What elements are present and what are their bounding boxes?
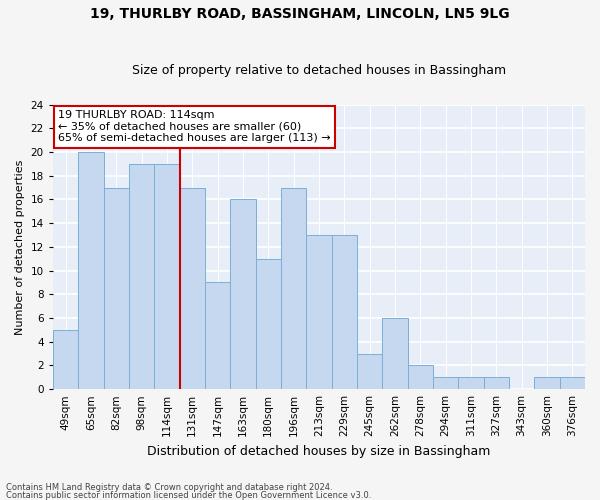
X-axis label: Distribution of detached houses by size in Bassingham: Distribution of detached houses by size … bbox=[147, 444, 491, 458]
Bar bbox=[281, 188, 306, 389]
Bar bbox=[458, 378, 484, 389]
Text: Contains public sector information licensed under the Open Government Licence v3: Contains public sector information licen… bbox=[6, 490, 371, 500]
Bar bbox=[230, 200, 256, 389]
Bar bbox=[433, 378, 458, 389]
Bar bbox=[535, 378, 560, 389]
Bar bbox=[332, 235, 357, 389]
Text: Contains HM Land Registry data © Crown copyright and database right 2024.: Contains HM Land Registry data © Crown c… bbox=[6, 484, 332, 492]
Bar bbox=[407, 366, 433, 389]
Text: 19 THURLBY ROAD: 114sqm
← 35% of detached houses are smaller (60)
65% of semi-de: 19 THURLBY ROAD: 114sqm ← 35% of detache… bbox=[58, 110, 331, 144]
Bar bbox=[129, 164, 154, 389]
Bar bbox=[357, 354, 382, 389]
Bar bbox=[484, 378, 509, 389]
Bar bbox=[306, 235, 332, 389]
Bar bbox=[104, 188, 129, 389]
Bar bbox=[382, 318, 407, 389]
Bar bbox=[154, 164, 179, 389]
Bar bbox=[560, 378, 585, 389]
Bar bbox=[256, 258, 281, 389]
Bar bbox=[205, 282, 230, 389]
Title: Size of property relative to detached houses in Bassingham: Size of property relative to detached ho… bbox=[132, 64, 506, 77]
Bar bbox=[179, 188, 205, 389]
Bar bbox=[53, 330, 78, 389]
Bar bbox=[78, 152, 104, 389]
Text: 19, THURLBY ROAD, BASSINGHAM, LINCOLN, LN5 9LG: 19, THURLBY ROAD, BASSINGHAM, LINCOLN, L… bbox=[90, 8, 510, 22]
Y-axis label: Number of detached properties: Number of detached properties bbox=[15, 159, 25, 334]
